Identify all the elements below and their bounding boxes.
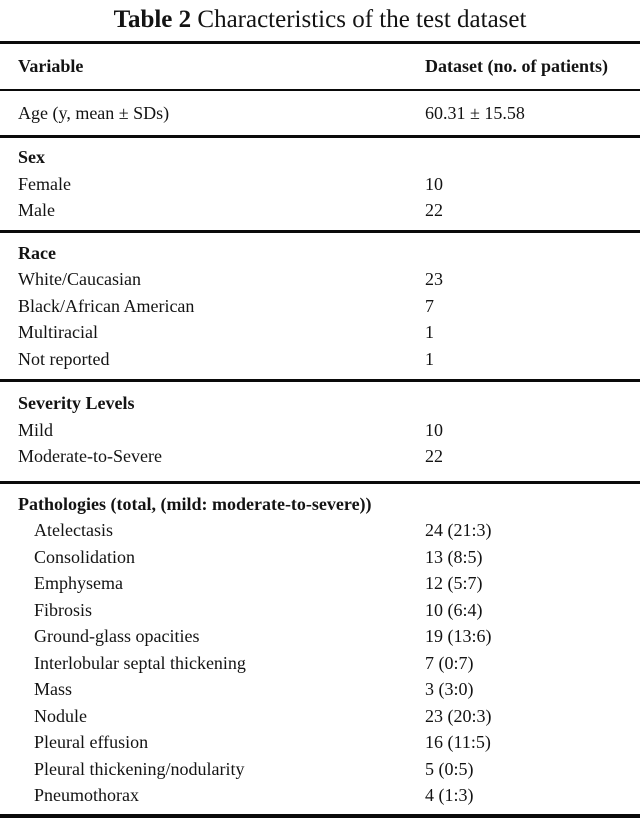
row-label: White/Caucasian — [18, 269, 141, 289]
row-value: 23 — [425, 269, 443, 289]
row-value: 22 — [425, 446, 443, 466]
section-severity-levels: Severity Levels Mild 10 Moderate-to-Severe… — [0, 382, 640, 484]
column-header-variable: Variable — [18, 56, 84, 76]
table-row: Mass 3 (3:0) — [0, 676, 640, 703]
table-row: White/Caucasian 23 — [0, 266, 640, 293]
row-value: 7 (0:7) — [425, 652, 474, 673]
row-value: 3 (3:0) — [425, 679, 474, 699]
row-value: 10 — [425, 173, 443, 194]
row-label: Male — [18, 200, 55, 220]
table-row: Not reported 1 — [0, 346, 640, 373]
row-value: 1 — [425, 322, 434, 342]
row-label: Fibrosis — [34, 599, 93, 620]
section-heading: Pathologies (total, (mild: moderate-to-s… — [18, 493, 372, 514]
row-label: Not reported — [18, 348, 110, 369]
row-label: Mass — [34, 679, 73, 699]
table-row: Variable Dataset (no. of patients) — [0, 53, 640, 80]
row-value: 12 (5:7) — [425, 573, 483, 593]
table-row: Pleural effusion 16 (11:5) — [0, 729, 640, 756]
section-rows: Atelectasis 24 (21:3) Consolidation 13 (8:5… — [0, 517, 640, 809]
section-heading: Race — [18, 242, 56, 263]
table-row: Black/African American 7 — [0, 293, 640, 320]
table-row: Age (y, mean ± SDs) 60.31 ± 15.58 — [0, 100, 640, 127]
table-row: Fibrosis 10 (6:4) — [0, 597, 640, 624]
table-row: Race — [0, 240, 640, 267]
column-header-dataset: Dataset (no. of patients) — [425, 56, 608, 76]
row-label: Consolidation — [34, 546, 136, 567]
table-row: Female 10 — [0, 171, 640, 198]
row-label: Ground-glass opacities — [34, 626, 200, 646]
row-value: 4 (1:3) — [425, 785, 474, 805]
table-row: Interlobular septal thickening 7 (0:7) — [0, 650, 640, 677]
section-heading: Severity Levels — [18, 393, 135, 413]
table-row: Consolidation 13 (8:5) — [0, 544, 640, 571]
table-row: Sex — [0, 144, 640, 171]
table-row: Pathologies (total, (mild: moderate-to-s… — [0, 491, 640, 518]
table-caption-number: Table 2 — [113, 6, 192, 33]
table-row: Pneumothorax 4 (1:3) — [0, 782, 640, 809]
table-row: Emphysema 12 (5:7) — [0, 570, 640, 597]
row-label: Pleural thickening/nodularity — [34, 758, 245, 779]
section-age: Age (y, mean ± SDs) 60.31 ± 15.58 — [0, 91, 640, 138]
row-value: 10 (6:4) — [425, 599, 483, 620]
table-row: Multiracial 1 — [0, 319, 640, 346]
row-value: 13 (8:5) — [425, 546, 483, 567]
table-row: Atelectasis 24 (21:3) — [0, 517, 640, 544]
row-value: 5 (0:5) — [425, 758, 474, 779]
table-caption: Table 2 Characteristics of the test data… — [0, 0, 640, 41]
table-row: Ground-glass opacities 19 (13:6) — [0, 623, 640, 650]
table-row: Moderate-to-Severe 22 — [0, 443, 640, 470]
row-value: 10 — [425, 419, 443, 440]
table-header-row: Variable Dataset (no. of patients) — [0, 44, 640, 91]
row-label: Age (y, mean ± SDs) — [18, 102, 170, 123]
row-value: 60.31 ± 15.58 — [425, 102, 525, 123]
table-row: Male 22 — [0, 197, 640, 224]
table-row: Mild 10 — [0, 417, 640, 444]
row-value: 24 (21:3) — [425, 520, 492, 540]
row-label: Emphysema — [34, 573, 123, 593]
row-value: 19 (13:6) — [425, 626, 492, 646]
section-rows: Mild 10 Moderate-to-Severe 22 — [0, 417, 640, 470]
section-rows: Age (y, mean ± SDs) 60.31 ± 15.58 — [0, 100, 640, 127]
section-sex: Sex Female 10 Male 22 — [0, 138, 640, 233]
table-row: Pleural thickening/nodularity 5 (0:5) — [0, 756, 640, 783]
row-value: 22 — [425, 200, 443, 220]
characteristics-table: Variable Dataset (no. of patients) Age (… — [0, 41, 640, 818]
row-label: Pneumothorax — [34, 785, 139, 805]
row-label: Interlobular septal thickening — [34, 652, 246, 673]
row-value: 7 — [425, 295, 434, 316]
row-label: Nodule — [34, 705, 87, 726]
table-caption-text: Characteristics of the test dataset — [197, 6, 527, 33]
row-label: Multiracial — [18, 322, 98, 342]
row-label: Atelectasis — [34, 520, 113, 540]
section-race: Race White/Caucasian 23 Black/African Amer… — [0, 233, 640, 382]
table-row: Severity Levels — [0, 390, 640, 417]
row-value: 1 — [425, 348, 434, 369]
row-value: 23 (20:3) — [425, 705, 492, 726]
table-row: Nodule 23 (20:3) — [0, 703, 640, 730]
row-label: Moderate-to-Severe — [18, 446, 162, 466]
section-pathologies: Pathologies (total, (mild: moderate-to-s… — [0, 484, 640, 818]
row-value: 16 (11:5) — [425, 732, 491, 752]
section-heading: Sex — [18, 147, 45, 167]
row-label: Female — [18, 173, 71, 194]
row-label: Pleural effusion — [34, 732, 149, 752]
section-rows: White/Caucasian 23 Black/African American 7… — [0, 266, 640, 372]
row-label: Mild — [18, 419, 54, 440]
section-rows: Female 10 Male 22 — [0, 171, 640, 224]
row-label: Black/African American — [18, 295, 195, 316]
